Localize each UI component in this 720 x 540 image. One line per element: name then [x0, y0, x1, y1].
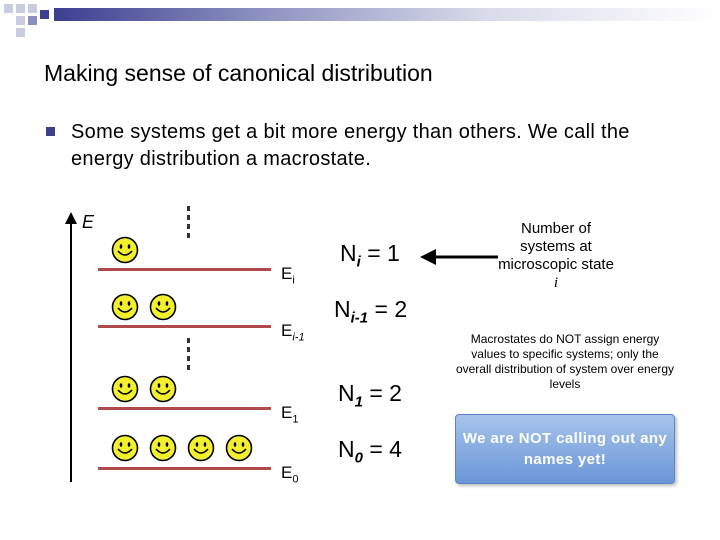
- level-label-i-1: Ei-1: [281, 321, 305, 344]
- smiley-face-icon: [111, 293, 139, 321]
- energy-level-line-i: [98, 268, 271, 271]
- callout-text: We are NOT calling out any names yet!: [462, 430, 668, 468]
- smiley-face-icon: [111, 375, 139, 403]
- energy-axis: [65, 212, 77, 482]
- energy-level-line-i-1: [98, 325, 271, 328]
- energy-level-line-0: [98, 467, 271, 470]
- smiley-face-icon: [111, 236, 139, 264]
- ellipsis-dots-lower: [187, 338, 190, 370]
- header-gradient-bar: [54, 8, 720, 21]
- count-label-0: N0 = 4: [338, 436, 402, 467]
- ellipsis-dots-upper: [187, 206, 190, 238]
- slide-title: Making sense of canonical distribution: [44, 60, 433, 86]
- level-label-0: E0: [281, 463, 299, 486]
- smiley-face-icon: [111, 434, 139, 462]
- count-label-i-1: Ni-1 = 2: [334, 296, 408, 327]
- count-label-i: Ni = 1: [340, 240, 400, 271]
- smiley-face-icon: [149, 434, 177, 462]
- left-arrow-icon: [420, 249, 498, 265]
- callout-box: We are NOT calling out any names yet!: [455, 414, 675, 484]
- level-label-i: Ei: [281, 264, 295, 287]
- microstate-note: Number of systems at microscopic state i: [498, 220, 614, 291]
- bullet-text: Some systems get a bit more energy than …: [71, 121, 630, 170]
- smiley-face-icon: [187, 434, 215, 462]
- smiley-face-icon: [225, 434, 253, 462]
- smiley-face-icon: [149, 375, 177, 403]
- macrostate-note: Macrostates do NOT assign energy values …: [455, 332, 675, 391]
- bullet-square-icon: [46, 127, 55, 136]
- level-label-1: E1: [281, 403, 299, 426]
- energy-level-line-1: [98, 407, 271, 410]
- axis-label: E: [82, 212, 95, 232]
- smiley-face-icon: [149, 293, 177, 321]
- count-label-1: N1 = 2: [338, 380, 402, 411]
